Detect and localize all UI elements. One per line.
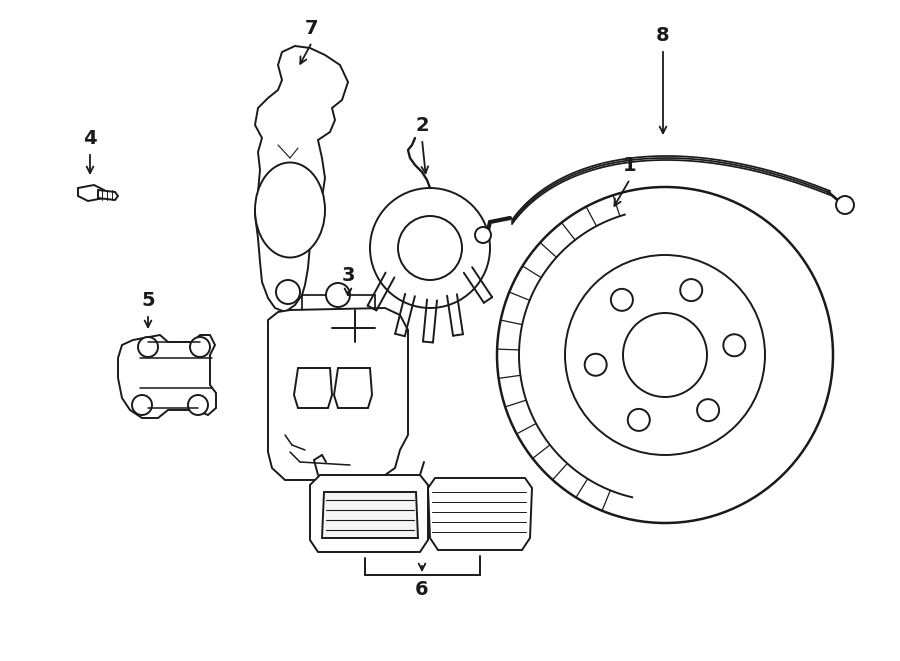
Circle shape xyxy=(276,280,300,304)
Text: 1: 1 xyxy=(623,156,637,175)
Polygon shape xyxy=(322,492,418,538)
Circle shape xyxy=(138,337,158,357)
Text: 3: 3 xyxy=(341,266,355,285)
Polygon shape xyxy=(294,368,332,408)
Circle shape xyxy=(398,216,462,280)
Polygon shape xyxy=(334,368,372,408)
Text: 5: 5 xyxy=(141,291,155,310)
Ellipse shape xyxy=(255,163,325,258)
Circle shape xyxy=(836,196,854,214)
Text: 7: 7 xyxy=(305,19,319,38)
Polygon shape xyxy=(255,46,348,312)
Circle shape xyxy=(188,395,208,415)
Circle shape xyxy=(698,399,719,421)
Circle shape xyxy=(585,354,607,375)
Circle shape xyxy=(326,283,350,307)
Polygon shape xyxy=(98,190,118,200)
Circle shape xyxy=(370,188,490,308)
Circle shape xyxy=(475,227,491,243)
Polygon shape xyxy=(78,185,104,201)
Circle shape xyxy=(623,313,707,397)
Text: 8: 8 xyxy=(656,26,670,45)
Circle shape xyxy=(611,289,633,311)
Circle shape xyxy=(497,187,833,523)
Text: 4: 4 xyxy=(83,129,97,148)
Polygon shape xyxy=(268,308,408,480)
Polygon shape xyxy=(118,335,216,418)
Circle shape xyxy=(565,255,765,455)
Circle shape xyxy=(190,337,210,357)
Circle shape xyxy=(628,409,650,431)
Polygon shape xyxy=(428,478,532,550)
Text: 2: 2 xyxy=(415,116,428,135)
Circle shape xyxy=(132,395,152,415)
Circle shape xyxy=(724,334,745,356)
Circle shape xyxy=(680,279,702,301)
Text: 6: 6 xyxy=(415,580,428,599)
Polygon shape xyxy=(310,475,428,552)
